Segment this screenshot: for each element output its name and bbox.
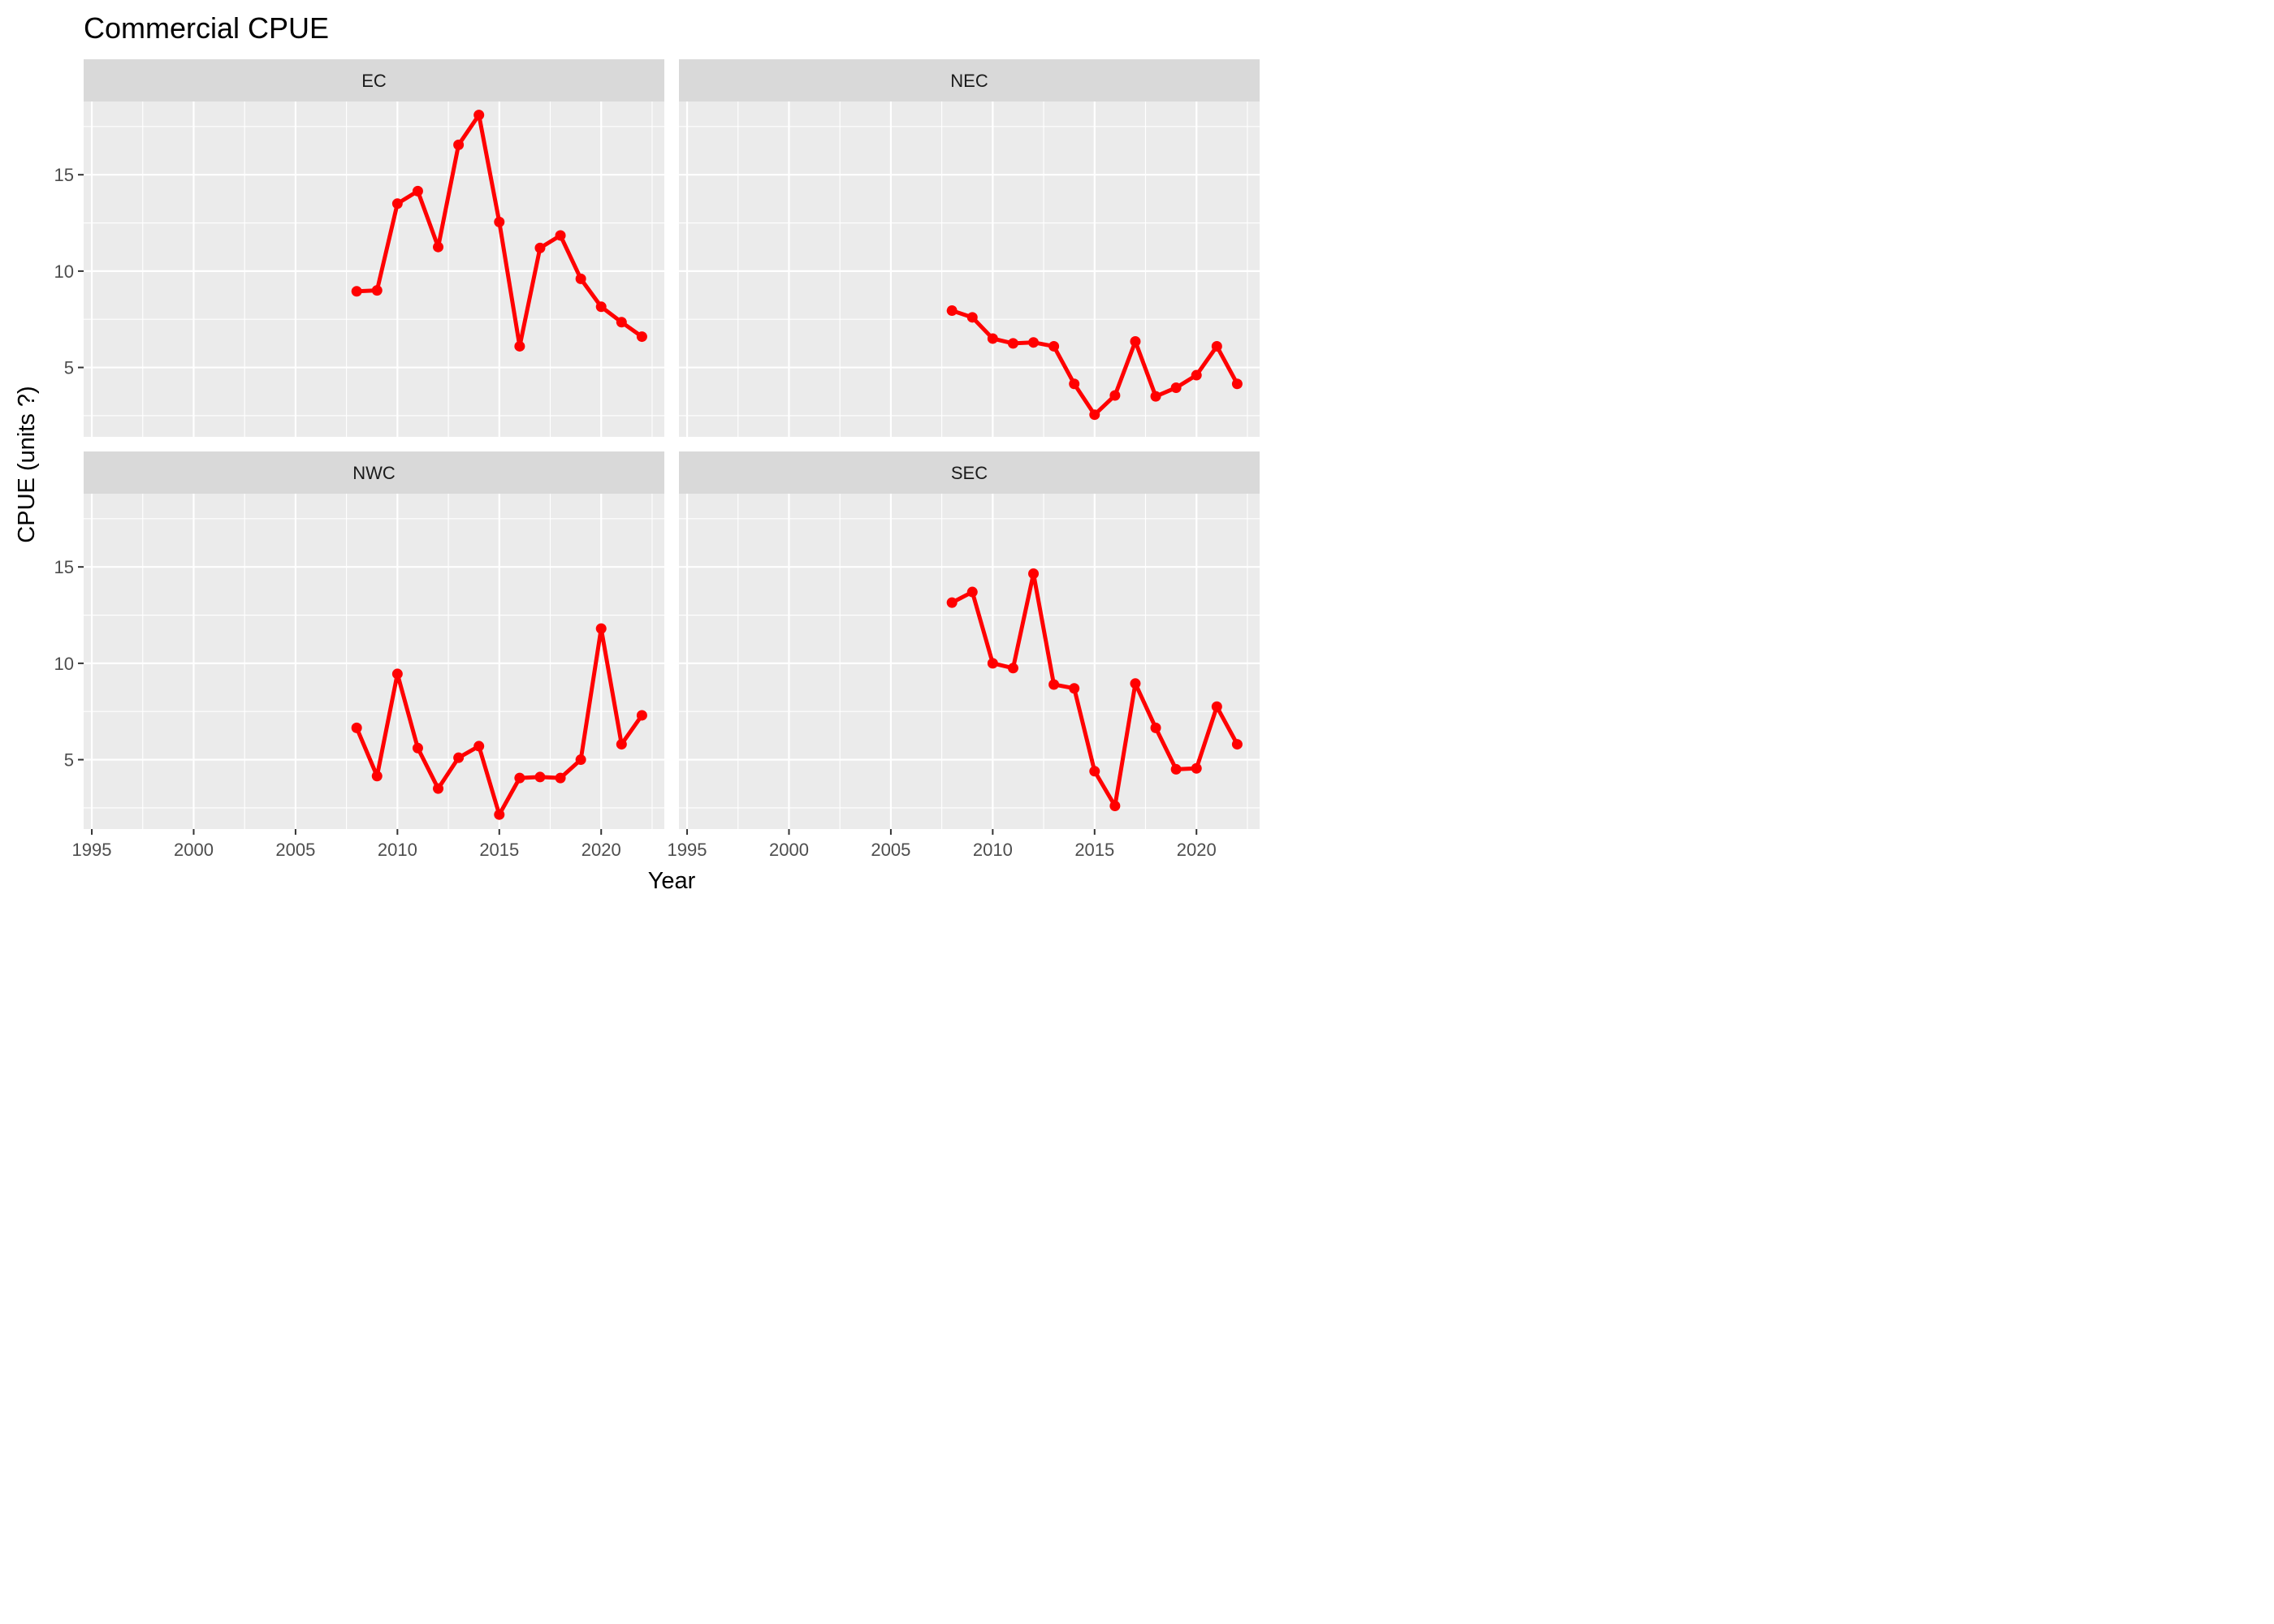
data-point-nec-2016 <box>1109 390 1121 401</box>
data-point-nec-2014 <box>1069 378 1080 390</box>
strip-label-nwc: NWC <box>352 463 396 483</box>
data-point-sec-2022 <box>1231 739 1243 750</box>
data-point-ec-2010 <box>391 198 403 209</box>
data-point-nwc-2011 <box>412 742 423 754</box>
data-point-sec-2009 <box>966 586 978 598</box>
facet-sec: SEC 1995 2000 2005 2010 2015 2020 <box>668 451 1260 860</box>
strip-label-ec: EC <box>361 71 387 91</box>
data-point-nwc-2013 <box>453 752 465 763</box>
x-tick-label: 2015 <box>479 840 519 860</box>
x-tick-label: 1995 <box>668 840 707 860</box>
data-point-sec-2011 <box>1007 663 1018 674</box>
chart-title: Commercial CPUE <box>84 11 329 45</box>
data-point-nwc-2019 <box>575 754 586 766</box>
x-tick-label: 2010 <box>378 840 417 860</box>
strip-nec <box>679 59 1260 102</box>
data-point-sec-2018 <box>1150 722 1161 733</box>
data-point-nec-2017 <box>1130 336 1141 348</box>
data-point-nwc-2017 <box>534 771 546 783</box>
panel-ec <box>84 102 664 437</box>
data-point-nwc-2015 <box>494 809 505 820</box>
y-tick-label: 15 <box>54 165 74 185</box>
x-tick-label: 2020 <box>581 840 621 860</box>
y-tick-label: 5 <box>64 750 74 771</box>
data-point-nwc-2018 <box>555 772 566 784</box>
x-tick-label: 2020 <box>1177 840 1217 860</box>
data-point-nwc-2008 <box>351 722 362 733</box>
x-axis-title: Year <box>648 868 696 894</box>
y-axis-title: CPUE (units ?) <box>14 386 40 542</box>
data-point-nec-2009 <box>966 312 978 323</box>
y-tick-label: 10 <box>54 261 74 282</box>
data-point-ec-2011 <box>412 185 423 197</box>
data-point-nec-2011 <box>1007 338 1018 349</box>
x-tick-label: 1995 <box>72 840 112 860</box>
data-point-sec-2016 <box>1109 801 1121 812</box>
facets: EC 5 10 15 NEC NWC 5 10 15 1995 2000 2005 2010 2015 20… <box>54 59 1260 860</box>
data-point-sec-2021 <box>1211 701 1222 712</box>
data-point-nec-2019 <box>1170 382 1182 393</box>
facet-ec: EC 5 10 15 <box>54 59 664 437</box>
y-tick-label: 15 <box>54 557 74 577</box>
data-point-sec-2019 <box>1170 763 1182 775</box>
data-point-sec-2014 <box>1069 683 1080 694</box>
strip-ec <box>84 59 664 102</box>
data-point-nwc-2016 <box>514 772 525 784</box>
panel-nec <box>679 102 1260 437</box>
strip-sec <box>679 451 1260 494</box>
data-point-ec-2022 <box>636 331 647 343</box>
data-point-sec-2015 <box>1089 766 1100 777</box>
data-point-nec-2008 <box>946 305 958 317</box>
x-tick-label: 2000 <box>769 840 809 860</box>
data-point-nwc-2010 <box>391 668 403 680</box>
data-point-ec-2015 <box>494 216 505 227</box>
x-tick-label: 2010 <box>973 840 1013 860</box>
data-point-nec-2013 <box>1048 340 1060 352</box>
strip-label-nec: NEC <box>950 71 988 91</box>
x-tick-label: 2005 <box>275 840 315 860</box>
data-point-nwc-2020 <box>595 623 607 634</box>
data-point-nwc-2009 <box>371 771 383 782</box>
data-point-ec-2012 <box>433 241 444 253</box>
y-tick-label: 5 <box>64 358 74 378</box>
data-point-nec-2021 <box>1211 340 1222 352</box>
strip-nwc <box>84 451 664 494</box>
x-tick-label: 2005 <box>871 840 910 860</box>
data-point-ec-2017 <box>534 242 546 253</box>
data-point-nec-2015 <box>1089 409 1100 421</box>
data-point-nec-2022 <box>1231 378 1243 390</box>
data-point-ec-2014 <box>473 110 485 121</box>
data-point-nec-2020 <box>1191 369 1202 381</box>
facet-nwc: NWC 5 10 15 1995 2000 2005 2010 2015 2020 <box>54 451 664 860</box>
data-point-sec-2013 <box>1048 679 1060 690</box>
y-tick-label: 10 <box>54 654 74 674</box>
facet-nec: NEC <box>679 59 1260 437</box>
data-point-ec-2009 <box>371 285 383 296</box>
data-point-ec-2013 <box>453 139 465 150</box>
data-point-nwc-2022 <box>636 710 647 721</box>
x-tick-label: 2000 <box>174 840 214 860</box>
data-point-sec-2020 <box>1191 762 1202 774</box>
data-point-ec-2016 <box>514 340 525 352</box>
data-point-sec-2012 <box>1028 568 1040 580</box>
data-point-sec-2008 <box>946 597 958 608</box>
data-point-nwc-2014 <box>473 741 485 752</box>
data-point-nec-2012 <box>1028 337 1040 348</box>
data-point-ec-2008 <box>351 286 362 297</box>
x-tick-label: 2015 <box>1074 840 1114 860</box>
data-point-nec-2018 <box>1150 391 1161 402</box>
data-point-nec-2010 <box>987 333 998 344</box>
data-point-nwc-2021 <box>616 739 627 750</box>
strip-label-sec: SEC <box>951 463 988 483</box>
data-point-nwc-2012 <box>433 783 444 794</box>
data-point-ec-2018 <box>555 230 566 241</box>
data-point-sec-2017 <box>1130 678 1141 689</box>
data-point-sec-2010 <box>987 658 998 669</box>
data-point-ec-2019 <box>575 273 586 284</box>
faceted-line-chart: Commercial CPUE EC 5 10 15 NEC NWC 5 10 15 1995 20… <box>14 11 1260 894</box>
data-point-ec-2020 <box>595 301 607 313</box>
data-point-ec-2021 <box>616 317 627 328</box>
panel-sec <box>679 494 1260 829</box>
